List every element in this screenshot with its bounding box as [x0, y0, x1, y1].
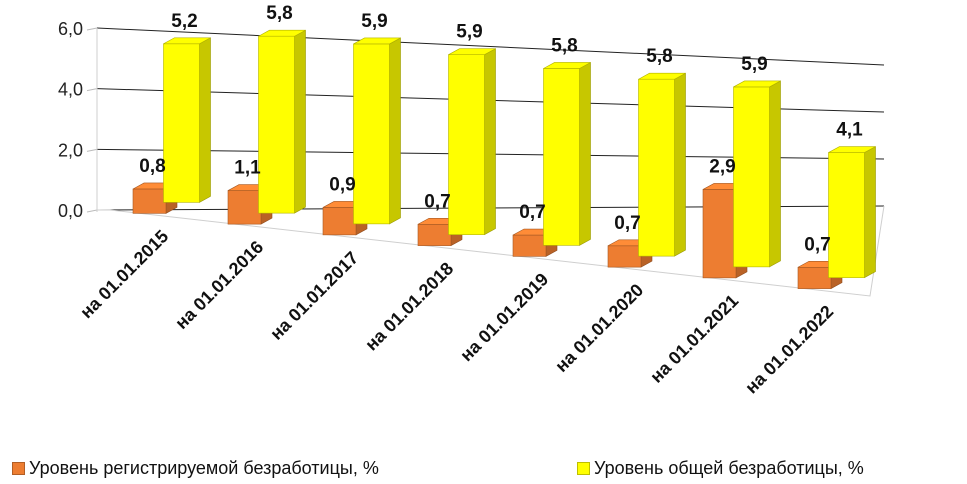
x-tick-label: на 01.01.2018 — [361, 258, 457, 354]
bar-total — [163, 37, 211, 203]
x-tick-label: на 01.01.2015 — [76, 226, 172, 322]
bar-top-face — [638, 72, 686, 80]
data-label: 2,9 — [709, 156, 735, 177]
y-tick-label: 4,0 — [58, 80, 83, 100]
bar-total — [638, 72, 686, 257]
data-label: 0,7 — [614, 213, 640, 234]
bar-front-face — [353, 43, 390, 225]
bar-top-face — [448, 48, 496, 55]
x-tick-label: на 01.01.2021 — [646, 291, 742, 387]
bar-top-face — [828, 146, 876, 153]
bar-top-face — [733, 80, 781, 88]
legend-item-total: Уровень общей безработицы, % — [577, 458, 864, 479]
legend-swatch-total — [577, 462, 590, 475]
x-tick-label: на 01.01.2017 — [266, 248, 362, 344]
bar-total — [543, 61, 591, 246]
bar-side-face — [579, 61, 591, 246]
bar-total — [733, 80, 781, 268]
bar-total — [258, 29, 306, 214]
data-label: 0,7 — [519, 202, 545, 223]
bar-total — [828, 146, 876, 279]
x-tick-label: на 01.01.2019 — [456, 269, 552, 365]
data-label: 5,9 — [361, 11, 387, 32]
data-label: 5,8 — [551, 35, 577, 56]
y-axis-ticks: 0,0 2,0 4,0 6,0 — [58, 19, 83, 221]
legend-item-registered: Уровень регистрируемой безработицы, % — [12, 458, 379, 479]
data-label: 5,2 — [171, 11, 197, 32]
bar-side-face — [769, 80, 781, 268]
bar-front-face — [733, 86, 770, 268]
bar-front-face — [638, 78, 675, 257]
y-tick-label: 2,0 — [58, 140, 83, 160]
legend: Уровень регистрируемой безработицы, % Ур… — [0, 458, 967, 484]
bar-top-face — [163, 37, 211, 45]
data-label: 5,8 — [266, 3, 292, 24]
bar-side-face — [674, 72, 686, 257]
legend-swatch-registered — [12, 462, 25, 475]
bar-front-face — [163, 43, 200, 203]
y-tick-label: 0,0 — [58, 201, 83, 221]
bar-total — [353, 37, 401, 225]
legend-label-registered: Уровень регистрируемой безработицы, % — [29, 458, 379, 478]
floor-edge — [97, 205, 885, 297]
bars — [132, 29, 876, 290]
gridline — [96, 27, 885, 66]
bar-front-face — [227, 190, 262, 225]
bar-side-face — [864, 146, 876, 279]
data-label: 5,9 — [456, 22, 482, 43]
bar-top-face — [258, 29, 306, 37]
bar-total — [448, 48, 496, 236]
data-label: 1,1 — [234, 158, 261, 179]
bar-front-face — [607, 245, 642, 268]
x-tick-label: на 01.01.2020 — [551, 280, 647, 376]
bar-side-face — [484, 48, 496, 236]
bar-front-face — [543, 68, 580, 246]
bar-top-face — [543, 62, 591, 69]
tick-mark — [86, 88, 98, 92]
bar-front-face — [797, 266, 832, 289]
bar-front-face — [417, 223, 452, 246]
data-labels: 0,8 5,2 1,1 5,8 0,9 5,9 0,7 5,9 0,7 5,8 0,7 5,8 2,9 5… — [139, 3, 863, 255]
data-label: 0,9 — [329, 174, 355, 195]
data-label: 5,9 — [741, 54, 767, 75]
data-label: 0,7 — [424, 191, 450, 212]
data-label: 5,8 — [646, 46, 672, 67]
tick-mark — [86, 27, 98, 31]
bar-front-face — [828, 152, 865, 278]
bar-front-face — [322, 207, 357, 236]
data-label: 0,7 — [804, 234, 830, 255]
x-tick-label: на 01.01.2022 — [741, 301, 837, 397]
data-label: 0,8 — [139, 156, 165, 177]
bar-front-face — [448, 54, 485, 235]
x-tick-label: на 01.01.2016 — [171, 237, 267, 333]
bar-front-face — [512, 234, 547, 257]
bar-front-face — [132, 188, 167, 214]
bar-side-face — [389, 37, 401, 225]
bar-side-face — [199, 37, 211, 203]
y-tick-label: 6,0 — [58, 19, 83, 39]
bar-side-face — [294, 29, 306, 214]
bar-top-face — [353, 37, 401, 45]
bar-front-face — [258, 35, 295, 214]
data-label: 4,1 — [836, 120, 863, 141]
legend-label-total: Уровень общей безработицы, % — [594, 458, 864, 478]
tick-mark — [86, 148, 98, 152]
bar-front-face — [702, 189, 737, 279]
tick-mark — [86, 209, 98, 213]
